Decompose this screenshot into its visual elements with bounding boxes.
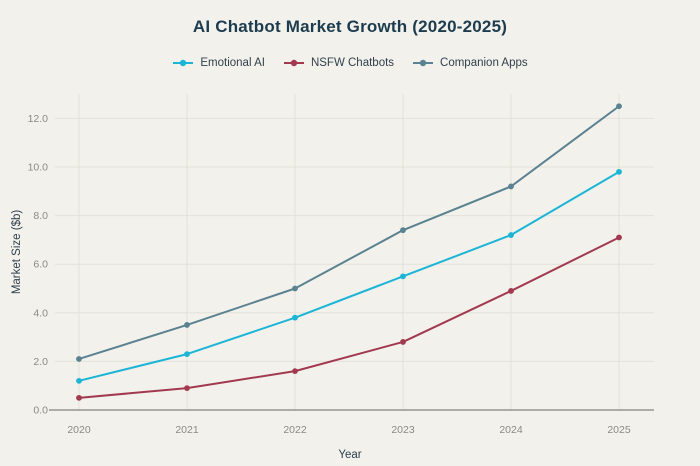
y-tick-label: 2.0 bbox=[33, 356, 48, 368]
y-tick-label: 8.0 bbox=[33, 210, 48, 222]
series-line-emotional-ai bbox=[78, 170, 620, 382]
data-point-companion-apps bbox=[292, 285, 298, 292]
chart-legend: Emotional AI NSFW Chatbots Companion App… bbox=[0, 57, 700, 69]
y-tick-label: 12.0 bbox=[28, 113, 49, 125]
legend-line-dot-icon bbox=[283, 59, 304, 67]
data-point-nsfw-chatbots bbox=[292, 368, 298, 375]
y-tick-label: 10.0 bbox=[28, 162, 49, 174]
legend-line-dot-icon bbox=[413, 59, 434, 67]
data-point-emotional-ai bbox=[292, 314, 298, 321]
data-point-emotional-ai bbox=[76, 377, 82, 384]
series-line-companion-apps bbox=[78, 105, 620, 360]
data-point-companion-apps bbox=[184, 322, 190, 328]
tick-layer: 0.0 2.0 4.0 6.0 8.0 10.0 12.0 2020 2021 2022 2023 2… bbox=[28, 113, 631, 436]
legend-item-nsfw-chatbots[interactable]: NSFW Chatbots bbox=[283, 57, 394, 69]
x-tick-label: 2022 bbox=[283, 424, 307, 436]
data-point-nsfw-chatbots bbox=[508, 288, 514, 294]
y-tick-label: 4.0 bbox=[33, 307, 48, 319]
y-tick-label: 6.0 bbox=[33, 259, 48, 271]
data-point-nsfw-chatbots bbox=[616, 234, 622, 241]
legend-line-dot-icon bbox=[173, 59, 194, 67]
series-line-nsfw-chatbots bbox=[78, 236, 620, 399]
data-point-emotional-ai bbox=[616, 168, 622, 175]
y-tick-label: 0.0 bbox=[33, 405, 48, 417]
data-point-companion-apps bbox=[508, 183, 514, 190]
x-tick-label: 2025 bbox=[607, 424, 631, 436]
data-point-emotional-ai bbox=[184, 351, 190, 358]
data-point-companion-apps bbox=[616, 103, 622, 110]
data-point-nsfw-chatbots bbox=[184, 385, 190, 392]
data-point-nsfw-chatbots bbox=[76, 394, 82, 401]
legend-label: Companion Apps bbox=[440, 57, 528, 69]
legend-item-companion-apps[interactable]: Companion Apps bbox=[412, 57, 528, 69]
series-layer bbox=[76, 103, 622, 401]
x-tick-label: 2023 bbox=[391, 424, 415, 436]
legend-label: Emotional AI bbox=[200, 57, 265, 69]
y-axis-title: Market Size ($b) bbox=[11, 210, 23, 295]
data-point-emotional-ai bbox=[400, 273, 406, 280]
x-tick-label: 2021 bbox=[175, 424, 199, 436]
x-axis-title: Year bbox=[338, 449, 361, 461]
legend-item-emotional-ai[interactable]: Emotional AI bbox=[172, 57, 265, 69]
x-tick-label: 2020 bbox=[67, 424, 91, 436]
data-point-nsfw-chatbots bbox=[400, 339, 406, 345]
x-tick-label: 2024 bbox=[499, 424, 523, 436]
chart-title: AI Chatbot Market Growth (2020-2025) bbox=[192, 17, 508, 36]
legend-label: NSFW Chatbots bbox=[310, 57, 395, 69]
grid-layer bbox=[49, 94, 654, 411]
data-point-companion-apps bbox=[76, 356, 82, 362]
data-point-companion-apps bbox=[400, 227, 406, 234]
data-point-emotional-ai bbox=[508, 232, 514, 238]
